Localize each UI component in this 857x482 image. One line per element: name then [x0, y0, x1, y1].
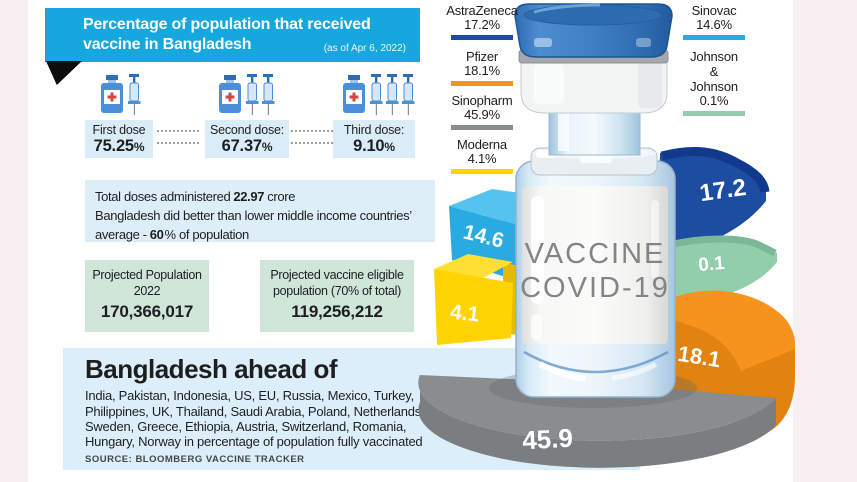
dose-label: Second dose: [209, 123, 285, 137]
comparison-line: Bangladesh did better than lower middle … [95, 207, 412, 223]
syringe-icon [370, 74, 383, 115]
legend-swatch [683, 111, 745, 116]
legend-value: 14.6% [696, 17, 732, 32]
vial-and-syringes-icon [343, 74, 415, 115]
dose-label: First dose [92, 123, 146, 137]
legend-swatch [451, 169, 513, 174]
projection-value: 170,366,017 [100, 302, 194, 322]
legend-label: Johnson & Johnson [690, 49, 738, 94]
vial-and-syringes-icon [219, 74, 275, 115]
ahead-box: Bangladesh ahead of India, Pakistan, Ind… [63, 348, 640, 470]
third-dose-box: Third dose: 9.10% [333, 120, 415, 158]
syringe-icon [262, 74, 275, 115]
percent-sign: % [133, 140, 145, 154]
dotted-connector [157, 130, 199, 132]
dose-value-number: 75.25 [93, 137, 134, 155]
dotted-connector [157, 142, 199, 144]
legend-value: 4.1% [467, 151, 497, 166]
legend-swatch [683, 35, 745, 40]
dose1-icon [98, 74, 144, 116]
legend-swatch [451, 81, 513, 86]
legend-label: Sinovac [691, 3, 737, 18]
percent-sign: % [261, 140, 273, 154]
legend-label: Pfizer [465, 49, 499, 64]
legend-swatch [451, 125, 513, 130]
dotted-connector [291, 142, 333, 144]
vial-icon [219, 75, 241, 113]
dose2-icon [216, 74, 278, 116]
second-dose-box: Second dose: 67.37% [205, 120, 289, 158]
vial-icon [101, 75, 123, 113]
average-text: average - [95, 226, 147, 242]
dose-value: 75.25% [85, 137, 153, 156]
legend-entry-astrazeneca: AstraZeneca 17.2% [424, 3, 540, 40]
ahead-heading: Bangladesh ahead of [85, 354, 338, 384]
legend-label: AstraZeneca [446, 3, 518, 18]
page-title: Percentage of population that received v… [83, 16, 371, 53]
average-suffix: % of population [164, 226, 250, 242]
legend-entry-sinovac: Sinovac 14.6% [664, 3, 764, 40]
syringe-icon [246, 74, 259, 115]
total-doses-unit: crore [267, 189, 296, 204]
syringe-icon [128, 74, 141, 115]
total-doses-box: Total doses administered 22.97 crore Bangl… [85, 180, 435, 242]
legend-entry-johnson-johnson: Johnson & Johnson 0.1% [664, 49, 764, 116]
total-doses-number: 22.97 [233, 189, 265, 204]
legend-label: Sinopharm [451, 93, 513, 108]
legend-value: 18.1% [464, 63, 500, 78]
projection-value: 119,256,212 [291, 302, 383, 322]
total-doses-line1: Total doses administered 22.97 crore [95, 188, 425, 207]
dose-value: 67.37% [205, 137, 289, 156]
as-of-date: (as of Apr 6, 2022) [323, 43, 406, 54]
dotted-connector [291, 130, 333, 132]
legend-swatch [451, 35, 513, 40]
legend-value: 0.1% [699, 93, 729, 108]
dose-value-number: 67.37 [221, 137, 262, 155]
legend-label: Moderna [457, 137, 507, 152]
source-note: SOURCE: BLOOMBERG VACCINE TRACKER [85, 453, 305, 465]
dose-value: 9.10% [333, 137, 415, 156]
percent-sign: % [384, 140, 395, 154]
legend-value: 45.9% [464, 107, 500, 122]
legend-entry-moderna: Moderna 4.1% [424, 137, 540, 174]
dose-value-number: 9.10 [353, 137, 385, 155]
ahead-countries: India, Pakistan, Indonesia, US, EU, Russ… [85, 388, 425, 450]
syringe-icon [386, 74, 399, 115]
legend-entry-sinopharm: Sinopharm 45.9% [424, 93, 540, 130]
title-banner: Percentage of population that received v… [45, 8, 420, 62]
first-dose-box: First dose 75.25% [85, 120, 153, 158]
projection-label: Projected Population 2022 [92, 268, 202, 298]
dose3-icon [340, 74, 418, 116]
projection-label: Projected vaccine eligible population (7… [270, 268, 404, 298]
vial-icon [343, 75, 365, 113]
legend-value: 17.2% [464, 17, 500, 32]
total-doses-text: Total doses administered [95, 189, 231, 204]
average-number: 60 [149, 226, 164, 242]
eligible-population-box: Projected vaccine eligible population (7… [260, 260, 414, 332]
average-line: average -60% of population [95, 226, 425, 245]
projected-population-box: Projected Population 2022 170,366,017 [85, 260, 209, 332]
legend-entry-pfizer: Pfizer 18.1% [424, 49, 540, 86]
dose-label: Third dose: [343, 123, 405, 137]
vial-and-syringe-icon [101, 74, 141, 115]
syringe-icon [402, 74, 415, 115]
